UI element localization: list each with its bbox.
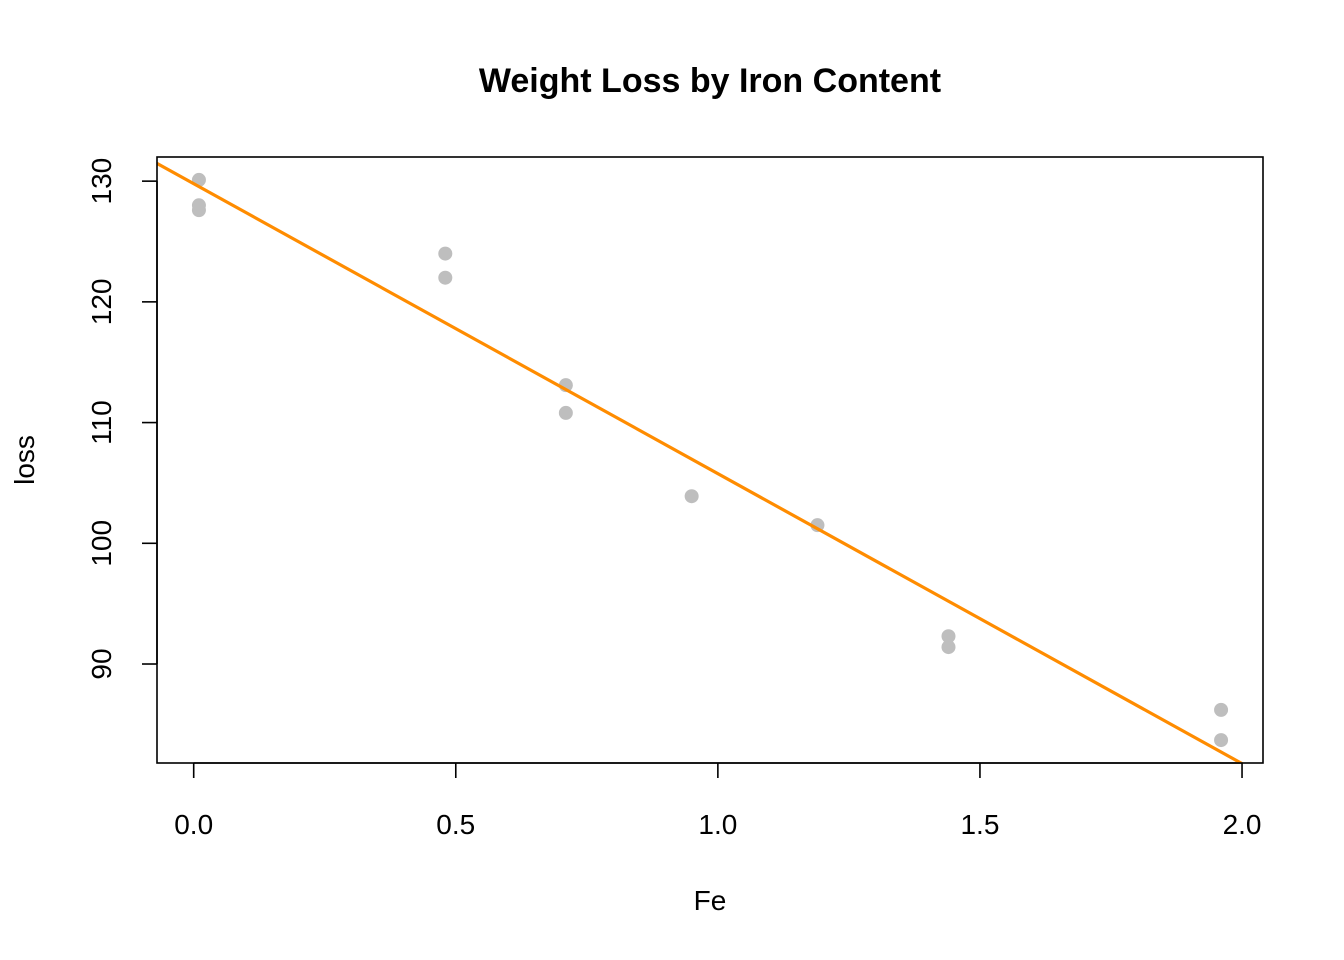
- data-point: [438, 270, 453, 285]
- regression-line: [157, 161, 1245, 763]
- x-tick-label: 1.0: [698, 809, 737, 840]
- data-point: [1214, 702, 1229, 717]
- y-tick-label: 100: [86, 520, 117, 567]
- data-point: [191, 203, 206, 218]
- y-axis-label: loss: [9, 435, 40, 485]
- data-point: [438, 246, 453, 261]
- y-axis: 90 100 110 120 130: [86, 158, 158, 680]
- data-point: [810, 518, 825, 533]
- data-point: [941, 640, 956, 655]
- chart-title: Weight Loss by Iron Content: [479, 62, 941, 100]
- y-tick-label: 110: [86, 400, 117, 445]
- x-tick-label: 2.0: [1223, 809, 1262, 840]
- y-tick-label: 90: [86, 648, 117, 679]
- plot-frame: [156, 156, 1264, 764]
- x-tick-label: 0.5: [436, 809, 475, 840]
- x-tick-label: 1.5: [960, 809, 999, 840]
- x-axis: 0.0 0.5 1.0 1.5 2.0: [174, 762, 1262, 840]
- x-tick-label: 0.0: [174, 809, 213, 840]
- y-tick-label: 130: [86, 158, 117, 205]
- data-point: [1214, 733, 1229, 748]
- regression-line-group: [157, 161, 1245, 763]
- y-tick-label: 120: [86, 279, 117, 326]
- data-point: [941, 629, 956, 644]
- x-axis-label: Fe: [694, 885, 727, 916]
- data-points: [191, 172, 1229, 748]
- data-point: [558, 405, 573, 420]
- data-point: [684, 489, 699, 504]
